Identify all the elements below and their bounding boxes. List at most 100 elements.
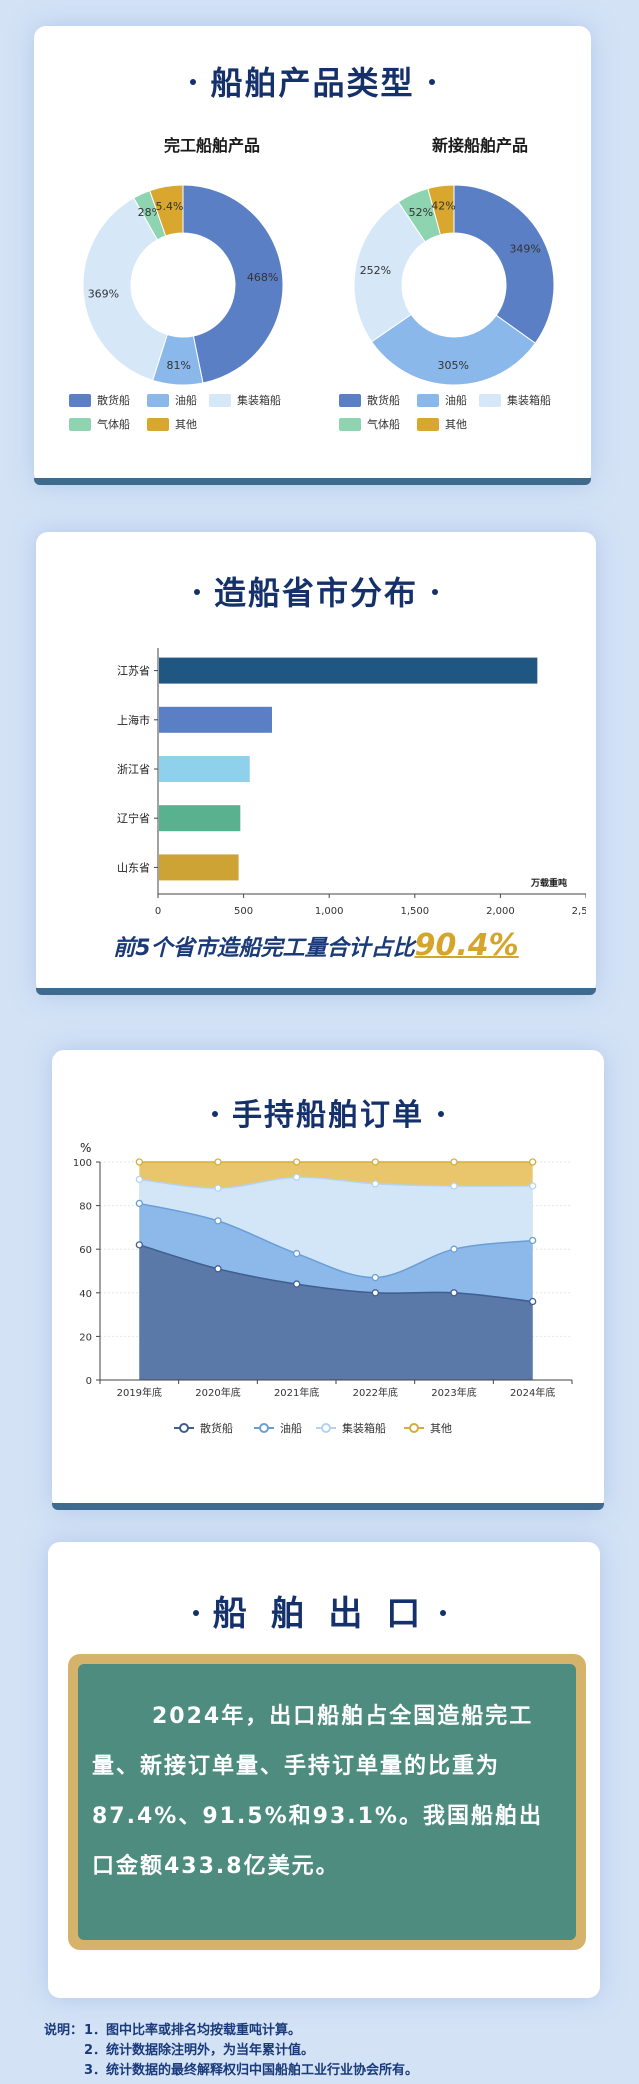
title-dot-right — [428, 79, 435, 85]
completed-pie-legend: 散货船 油船 集装箱船气体船 其他 — [69, 392, 309, 442]
legend-item: 其他 — [417, 416, 467, 432]
data-point — [450, 1245, 458, 1253]
ship-types-title: 船舶产品类型 — [34, 58, 591, 104]
pie-slice — [453, 184, 555, 344]
bar — [159, 706, 272, 733]
x-tick-label: 1,500 — [400, 906, 429, 917]
x-tick-label: 2,500 — [572, 906, 586, 917]
data-point — [371, 1273, 379, 1282]
orders-area-chart: 0 20 40 60 80 100% 2019年底 2020年底 2021年底 2022年底 202… — [73, 1141, 573, 1435]
x-tick-label: 2020年底 — [195, 1386, 240, 1399]
new-orders-donut: 349% 305% 252% 52%42% — [353, 184, 555, 386]
data-point — [529, 1182, 537, 1190]
legend-marker — [179, 1423, 189, 1433]
notes-label: 说明： — [44, 2023, 84, 2038]
area-series — [139, 1244, 533, 1380]
orders-card: 手持船舶订单 0 20 40 60 80 100% 2019年底 2020年底 2021年底 20… — [52, 1050, 604, 1510]
y-tick-label: 40 — [79, 1289, 92, 1300]
summary-highlight: 90.4% — [414, 928, 519, 963]
legend-label: 油船 — [175, 394, 197, 407]
title-dot-left — [193, 589, 200, 595]
bar — [159, 805, 241, 832]
pie-slice-label: 369% — [88, 287, 119, 300]
note-item: 1．图中比率或排名均按载重吨计算。 — [84, 2023, 302, 2038]
title-dot-left — [192, 1609, 199, 1616]
y-axis-label: % — [80, 1141, 91, 1155]
data-point — [529, 1297, 537, 1306]
x-tick-label: 2019年底 — [117, 1386, 162, 1399]
legend-item: 油船 — [417, 392, 467, 408]
data-point — [529, 1236, 537, 1245]
legend-label: 集装箱船 — [507, 394, 551, 407]
data-point — [371, 1180, 379, 1188]
legend-label: 油船 — [280, 1421, 302, 1435]
legend-label: 集装箱船 — [237, 394, 281, 407]
title-dot-right — [440, 1609, 447, 1616]
export-text-frame: 2024年，出口船舶占全国造船完工量、新接订单量、手持订单量的比重为87.4%、… — [68, 1654, 586, 1950]
y-tick-label: 辽宁省 — [117, 811, 150, 825]
data-point — [214, 1265, 222, 1273]
legend-label: 散货船 — [367, 394, 400, 407]
x-tick-label: 0 — [155, 906, 161, 917]
legend-marker — [409, 1423, 419, 1433]
x-tick-label: 2024年底 — [510, 1386, 555, 1399]
data-point — [371, 1158, 379, 1166]
bar — [159, 657, 538, 684]
x-tick-label: 2021年底 — [274, 1386, 319, 1399]
y-tick-label: 上海市 — [117, 713, 150, 727]
data-point — [135, 1175, 143, 1184]
data-point — [135, 1158, 143, 1166]
legend-item: 气体船 — [339, 416, 400, 432]
legend-swatch — [417, 393, 439, 407]
note-item: 2．统计数据除注明外，为当年累计值。 — [84, 2043, 315, 2058]
legend-item: 其他 — [147, 416, 197, 432]
legend-swatch — [339, 417, 361, 431]
x-tick-label: 1,000 — [315, 906, 344, 917]
series-line — [139, 1176, 533, 1189]
new-orders-pie-title: 新接船舶产品 — [431, 136, 528, 155]
y-tick-label: 0 — [86, 1376, 92, 1387]
legend-label: 集装箱船 — [342, 1421, 386, 1435]
data-point — [293, 1249, 301, 1258]
y-tick-label: 江苏省 — [117, 665, 150, 678]
ship-types-card: 船舶产品类型 完工船舶产品 新接船舶产品 468% 81% 369% 28% 5.4% … — [34, 26, 591, 485]
pie-slice — [370, 313, 536, 386]
x-tick-label: 2,000 — [486, 906, 515, 917]
legend-marker — [259, 1423, 269, 1433]
footnotes: 说明： 1．图中比率或排名均按载重吨计算。 2．统计数据除注明外，为当年累计值。 … — [44, 2021, 418, 2081]
legend-label: 油船 — [445, 394, 467, 407]
completed-pie-title: 完工船舶产品 — [163, 136, 260, 155]
legend-label: 散货船 — [200, 1421, 233, 1435]
data-point — [135, 1241, 143, 1249]
y-tick-label: 浙江省 — [117, 763, 150, 776]
data-point — [214, 1184, 222, 1192]
data-point — [135, 1199, 143, 1208]
y-tick-label: 20 — [79, 1332, 92, 1343]
export-title: 船 舶 出 口 — [0, 1586, 639, 1635]
province-summary: 前5个省市造船完工量合计占比90.4% — [113, 928, 519, 963]
legend-swatch — [147, 417, 169, 431]
legend-swatch — [417, 417, 439, 431]
bar — [159, 756, 250, 782]
legend-label: 散货船 — [97, 394, 130, 407]
data-point — [450, 1182, 458, 1190]
legend-swatch — [339, 393, 361, 407]
data-point — [293, 1173, 301, 1181]
export-text: 2024年，出口船舶占全国造船完工量、新接订单量、手持订单量的比重为87.4%、… — [78, 1664, 576, 1940]
pie-slice-label: 305% — [438, 359, 469, 372]
data-point — [214, 1158, 222, 1166]
card-bottom-bar — [34, 478, 591, 485]
province-bar-chart: 0 500 1,000 1,500 2,000 2,500 江苏省上海市浙江省辽宁省山东省万… — [117, 648, 586, 917]
legend-item: 散货船 — [339, 392, 400, 408]
legend-label: 其他 — [430, 1422, 452, 1435]
pie-slice — [149, 184, 184, 237]
legend-label: 气体船 — [367, 418, 400, 431]
legend-item: 气体船 — [69, 416, 130, 432]
title-dot-left — [190, 79, 197, 85]
note-item: 3．统计数据的最终解释权归中国船舶工业行业协会所有。 — [84, 2063, 419, 2078]
pie-slice-label: 5.4% — [156, 200, 184, 213]
legend-swatch — [479, 393, 501, 407]
data-point — [371, 1289, 379, 1297]
legend-swatch — [209, 393, 231, 407]
pie-slice — [182, 184, 284, 384]
